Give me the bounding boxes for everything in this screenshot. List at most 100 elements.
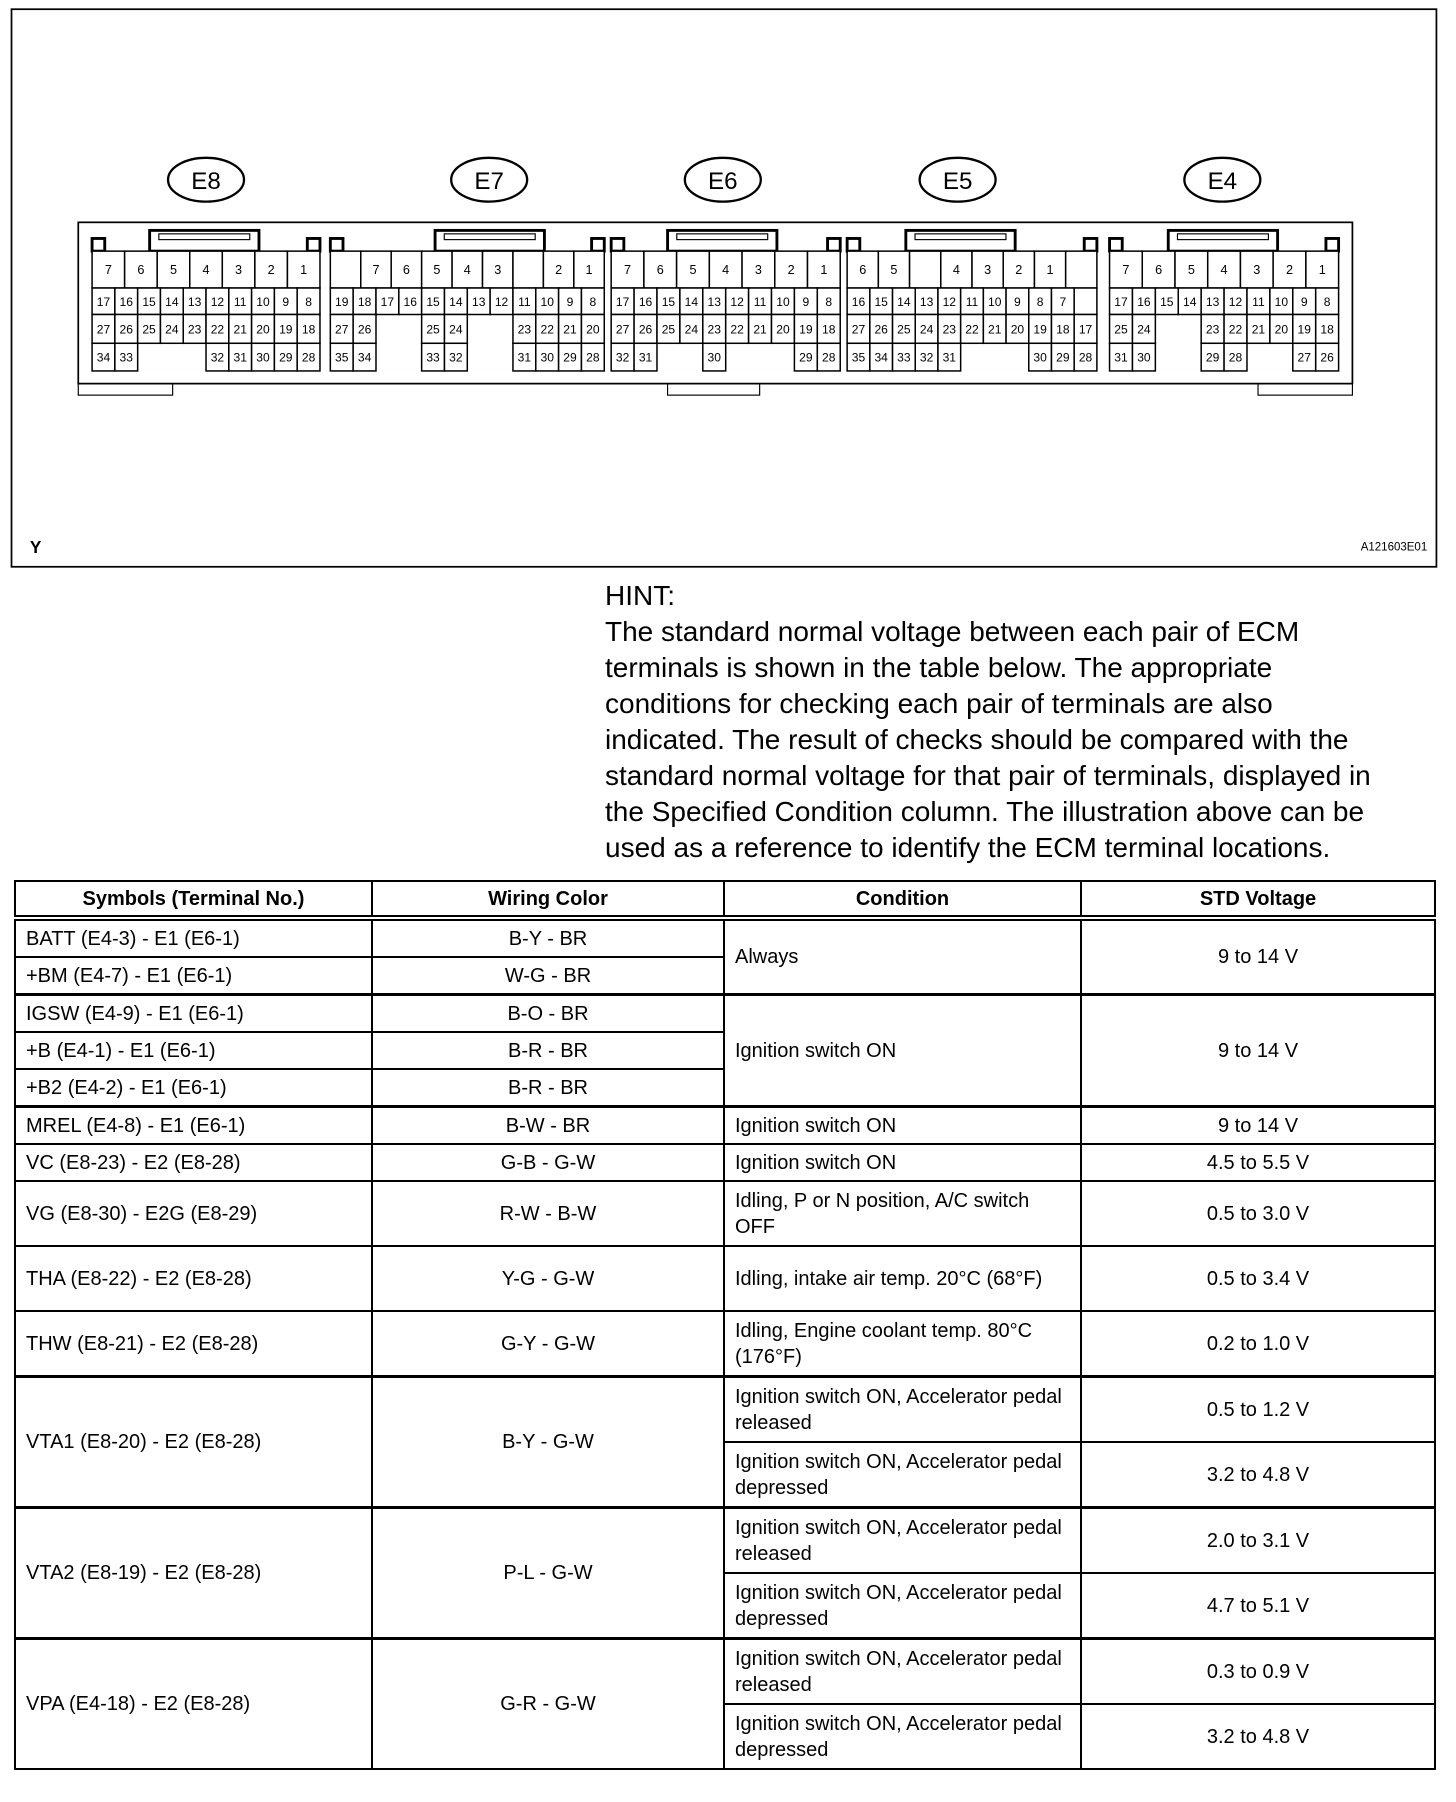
terminal-number: 7 bbox=[1059, 295, 1066, 309]
terminal-cell bbox=[1073, 287, 1098, 316]
terminal-number: 12 bbox=[943, 295, 957, 309]
terminal-number: 7 bbox=[372, 263, 379, 277]
connector-key-slot bbox=[1176, 233, 1269, 241]
terminal-number: 23 bbox=[943, 322, 957, 336]
figure-id: A121603E01 bbox=[1361, 542, 1427, 554]
terminal-cell bbox=[908, 250, 942, 289]
terminal-number: 9 bbox=[803, 295, 810, 309]
terminal-number: 27 bbox=[852, 322, 866, 336]
terminal-number: 21 bbox=[753, 322, 767, 336]
terminal-number: 2 bbox=[1286, 263, 1293, 277]
terminal-number: 3 bbox=[235, 263, 242, 277]
wire-color-cell: Y-G - G-W bbox=[371, 1245, 725, 1312]
terminal-number: 35 bbox=[335, 351, 349, 365]
terminal-number: 32 bbox=[449, 351, 463, 365]
terminal-number: 19 bbox=[1033, 322, 1047, 336]
table-row: VTA2 (E8-19) - E2 (E8-28) P-L - G-W Igni… bbox=[14, 1506, 1436, 1640]
condition-cell: Idling, intake air temp. 20°C (68°F) bbox=[723, 1245, 1082, 1312]
header-wiring-color: Wiring Color bbox=[371, 880, 725, 921]
terminal-number: 8 bbox=[825, 295, 832, 309]
terminal-number: 8 bbox=[589, 295, 596, 309]
connector-post bbox=[90, 237, 107, 253]
terminal-number: 26 bbox=[1320, 351, 1334, 365]
terminal-number: 15 bbox=[662, 295, 676, 309]
hint-title: HINT: bbox=[605, 580, 675, 611]
table-row: THW (E8-21) - E2 (E8-28) G-Y - G-W Idlin… bbox=[14, 1310, 1436, 1378]
terminal-number: 31 bbox=[943, 351, 957, 365]
symbol-cell: VG (E8-30) - E2G (E8-29) bbox=[14, 1180, 373, 1247]
terminal-number: 27 bbox=[616, 322, 630, 336]
table-row: VTA1 (E8-20) - E2 (E8-28) B-Y - G-W Igni… bbox=[14, 1375, 1436, 1509]
terminal-number: 23 bbox=[708, 322, 722, 336]
terminal-number: 1 bbox=[1047, 263, 1054, 277]
terminal-cell bbox=[286, 250, 321, 289]
terminal-number: 34 bbox=[358, 351, 372, 365]
connector-label: E4 bbox=[1208, 168, 1238, 195]
terminal-number: 32 bbox=[616, 351, 630, 365]
terminal-number: 26 bbox=[120, 322, 134, 336]
terminal-number: 17 bbox=[97, 295, 111, 309]
terminal-number: 10 bbox=[776, 295, 790, 309]
terminal-number: 22 bbox=[211, 322, 225, 336]
terminal-number: 4 bbox=[1221, 263, 1228, 277]
terminal-number: 11 bbox=[1252, 295, 1265, 309]
wire-color-cell: B-W - BR bbox=[371, 1105, 725, 1145]
voltage-cell: 2.0 to 3.1 V bbox=[1080, 1506, 1436, 1574]
terminal-number: 28 bbox=[1079, 351, 1093, 365]
terminal-cell bbox=[254, 250, 289, 289]
terminal-number: 16 bbox=[120, 295, 134, 309]
terminal-number: 14 bbox=[897, 295, 911, 309]
voltage-cell: 0.5 to 1.2 V bbox=[1080, 1375, 1436, 1443]
wire-color-cell: B-R - BR bbox=[371, 1031, 725, 1070]
terminal-number: 13 bbox=[472, 295, 486, 309]
terminal-number: 16 bbox=[852, 295, 866, 309]
terminal-number: 12 bbox=[1229, 295, 1243, 309]
condition-cell: Always bbox=[723, 917, 1082, 996]
terminal-cell bbox=[846, 250, 880, 289]
terminal-number: 3 bbox=[1253, 263, 1260, 277]
table-row: +B (E4-1) - E1 (E6-1) B-R - BR bbox=[14, 1031, 1435, 1070]
condition-cell: Idling, P or N position, A/C switch OFF bbox=[723, 1180, 1082, 1247]
terminal-number: 33 bbox=[426, 351, 440, 365]
connector-label-oval bbox=[450, 156, 529, 203]
terminal-number: 15 bbox=[874, 295, 888, 309]
terminal-number: 29 bbox=[279, 351, 293, 365]
wire-color-cell: B-Y - BR bbox=[371, 917, 725, 958]
terminal-number: 6 bbox=[859, 263, 866, 277]
terminal-number: 26 bbox=[639, 322, 653, 336]
terminal-number: 21 bbox=[1252, 322, 1266, 336]
symbol-cell: +BM (E4-7) - E1 (E6-1) bbox=[14, 956, 373, 996]
terminal-number: 22 bbox=[730, 322, 744, 336]
terminal-number: 20 bbox=[586, 322, 600, 336]
connector-label: E7 bbox=[474, 168, 504, 195]
hint-line: terminals is shown in the table below. T… bbox=[605, 652, 1273, 683]
wire-color-cell: R-W - B-W bbox=[371, 1180, 725, 1247]
connector-label-oval bbox=[918, 156, 997, 203]
terminal-number: 7 bbox=[624, 263, 631, 277]
wire-color-cell: G-Y - G-W bbox=[371, 1310, 725, 1378]
symbol-cell: BATT (E4-3) - E1 (E6-1) bbox=[14, 917, 373, 958]
table-row: Ignition switch ON, Accelerator pedal de… bbox=[15, 1703, 1436, 1770]
terminal-cell bbox=[1064, 250, 1098, 289]
terminal-cell bbox=[1305, 250, 1340, 289]
terminal-number: 8 bbox=[1037, 295, 1044, 309]
terminal-number: 10 bbox=[1275, 295, 1289, 309]
voltage-cell: 0.2 to 1.0 V bbox=[1080, 1310, 1436, 1378]
header-condition: Condition bbox=[723, 880, 1082, 921]
terminal-number: 25 bbox=[1114, 322, 1128, 336]
voltage-cell: 0.3 to 0.9 V bbox=[1080, 1637, 1436, 1705]
condition-cell: Idling, Engine coolant temp. 80°C (176°F… bbox=[723, 1310, 1082, 1378]
connector-body bbox=[847, 251, 1097, 371]
terminal-number: 26 bbox=[874, 322, 888, 336]
terminal-number: 16 bbox=[639, 295, 653, 309]
symbol-cell: VPA (E4-18) - E2 (E8-28) bbox=[14, 1637, 373, 1770]
terminal-number: 32 bbox=[211, 351, 225, 365]
terminal-number: 24 bbox=[165, 322, 179, 336]
terminal-number: 30 bbox=[540, 351, 554, 365]
terminal-number: 4 bbox=[464, 263, 471, 277]
wire-color-cell: P-L - G-W bbox=[371, 1506, 725, 1640]
housing-tab bbox=[77, 383, 174, 396]
terminal-number: 25 bbox=[897, 322, 911, 336]
terminal-number: 31 bbox=[233, 351, 247, 365]
terminal-number: 27 bbox=[335, 322, 349, 336]
